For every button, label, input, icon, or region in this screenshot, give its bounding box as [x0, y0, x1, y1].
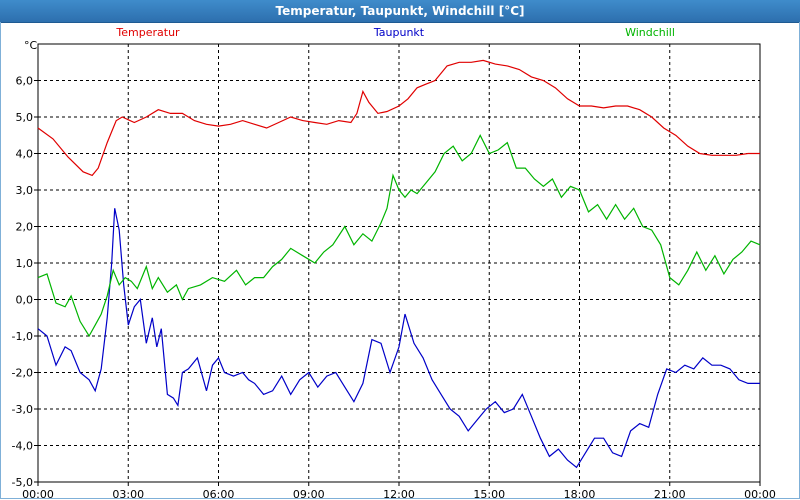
- legend: Temperatur Taupunkt Windchill: [115, 26, 675, 39]
- grid-lines: [38, 44, 760, 483]
- chart-title: Temperatur, Taupunkt, Windchill [°C]: [0, 0, 800, 23]
- x-tick-time-label: 00:00: [744, 488, 776, 500]
- series-lines: [37, 59, 761, 469]
- y-tick-label: 5,0: [16, 111, 34, 124]
- x-tick-time-label: 03:00: [112, 488, 144, 500]
- legend-label-taupunkt: Taupunkt: [373, 26, 425, 39]
- series-line-taupunkt: [37, 208, 760, 469]
- legend-label-temperatur: Temperatur: [115, 26, 180, 39]
- y-tick-label: -5,0: [12, 476, 33, 489]
- x-tick-time-label: 09:00: [293, 488, 325, 500]
- series-line-windchill: [37, 133, 761, 338]
- y-axis: -5,0 -4,0 -3,0 -2,0 -1,0 0,0 1,0 2,0 3,0 4,0 5,0 6,…: [12, 75, 38, 489]
- y-tick-label: 4,0: [16, 148, 34, 161]
- x-axis: 00:0026.01.1403:0026.01.1406:0026.01.140…: [22, 482, 776, 500]
- line-chart: -5,0 -4,0 -3,0 -2,0 -1,0 0,0 1,0 2,0 3,0 4,0 5,0 6,…: [12, 26, 776, 500]
- y-tick-label: -4,0: [12, 440, 33, 453]
- x-tick-time-label: 15:00: [473, 488, 505, 500]
- legend-label-windchill: Windchill: [625, 26, 675, 39]
- x-tick-time-label: 00:00: [22, 488, 54, 500]
- y-tick-label: -3,0: [12, 403, 33, 416]
- x-tick-time-label: 12:00: [383, 488, 415, 500]
- y-tick-label: 6,0: [16, 75, 34, 88]
- x-tick-time-label: 21:00: [654, 488, 686, 500]
- y-tick-label: 0,0: [16, 294, 34, 307]
- y-axis-unit: °C: [24, 39, 38, 52]
- y-tick-label: -2,0: [12, 367, 33, 380]
- y-tick-label: 3,0: [16, 184, 34, 197]
- x-tick-time-label: 06:00: [203, 488, 235, 500]
- y-tick-label: -1,0: [12, 330, 33, 343]
- series-line-temperatur: [37, 59, 760, 177]
- x-tick-time-label: 18:00: [564, 488, 596, 500]
- y-tick-label: 1,0: [16, 257, 34, 270]
- y-tick-label: 2,0: [16, 221, 34, 234]
